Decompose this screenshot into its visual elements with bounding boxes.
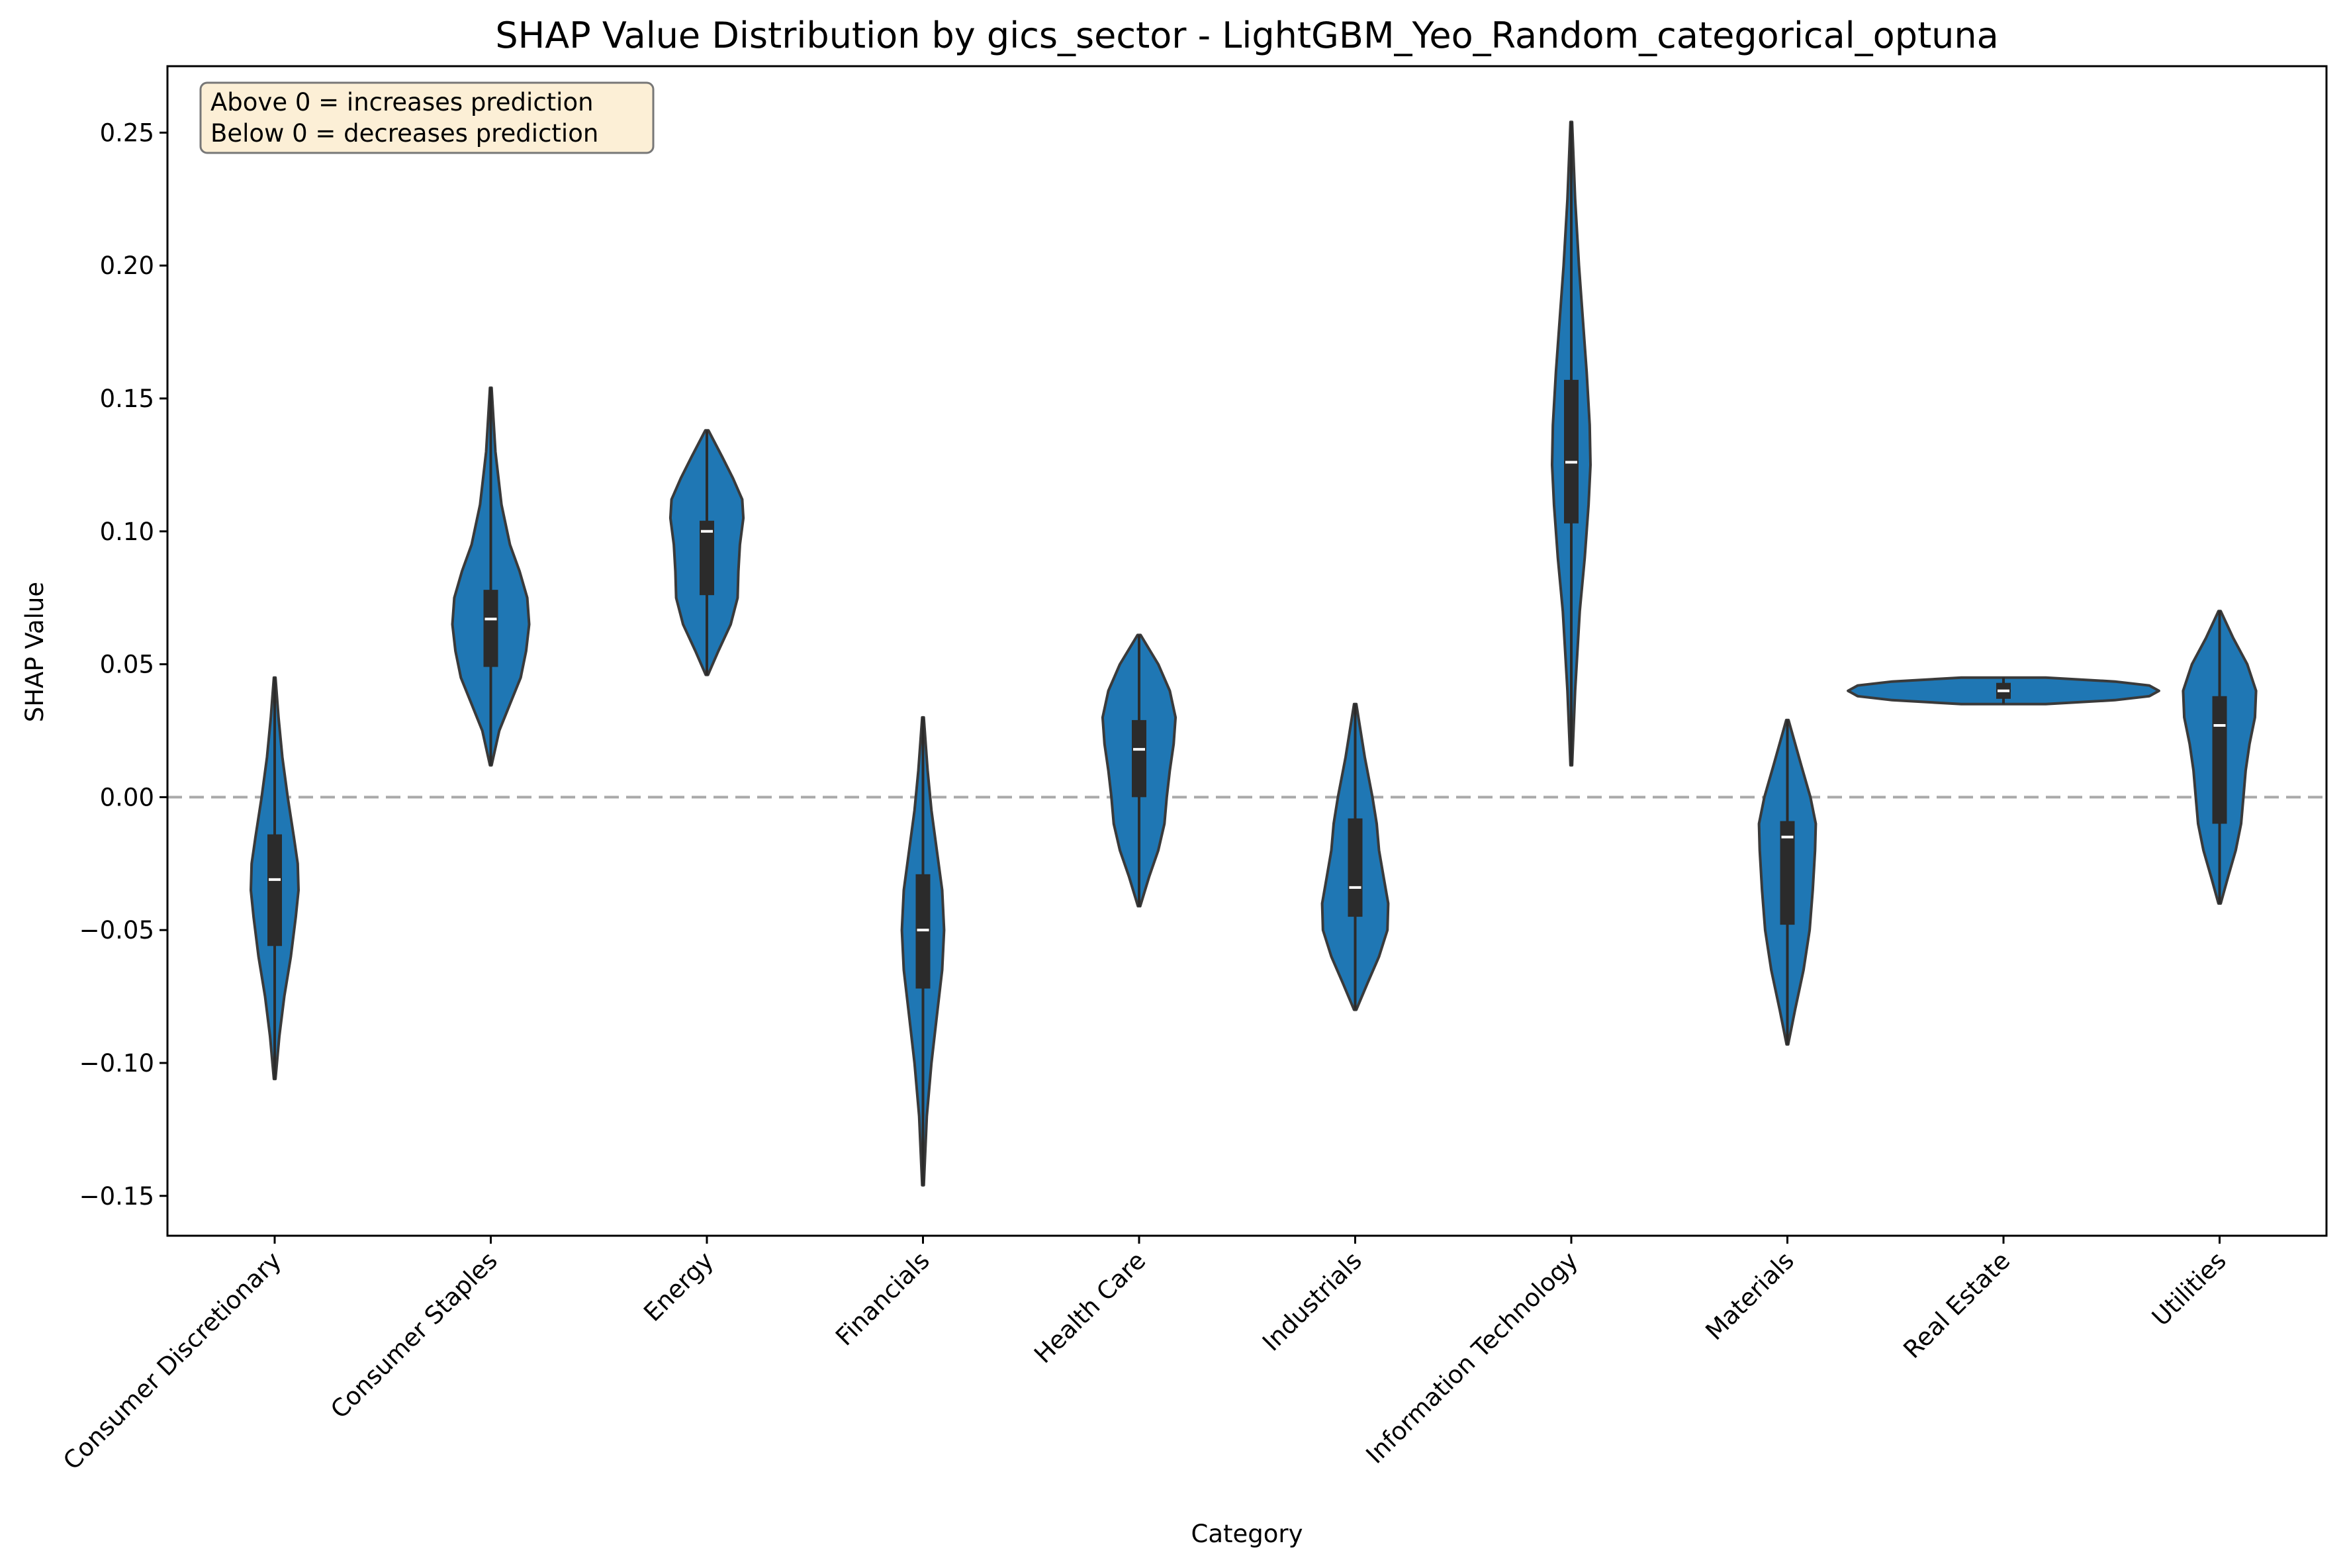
y-tick-label: 0.25	[100, 118, 154, 147]
y-tick-label: −0.10	[79, 1049, 154, 1078]
y-tick-label: 0.15	[100, 385, 154, 413]
violin-iqr-box	[1780, 821, 1795, 925]
violin-iqr-box	[915, 874, 931, 989]
y-axis-label: SHAP Value	[21, 582, 49, 722]
y-tick-label: −0.15	[79, 1182, 154, 1211]
plot-area	[167, 120, 2326, 1187]
y-axis: −0.15 −0.10 −0.05 0.00 0.05 0.10 0.15 0.20 0.25	[79, 118, 167, 1211]
chart-title: SHAP Value Distribution by gics_sector -…	[495, 15, 1998, 56]
violin-iqr-box	[1348, 818, 1363, 917]
violin-iqr-box	[2212, 696, 2227, 824]
x-axis-label: Category	[1191, 1520, 1303, 1548]
y-tick-label: 0.05	[100, 651, 154, 679]
annotation-line-1: Above 0 = increases prediction	[210, 88, 594, 116]
violin-iqr-box	[700, 520, 714, 596]
y-tick-label: 0.00	[100, 783, 154, 811]
annotation-line-2: Below 0 = decreases prediction	[210, 119, 598, 148]
annotation-background	[199, 81, 655, 154]
violin-iqr-box	[1564, 379, 1579, 524]
violin-iqr-box	[267, 834, 282, 946]
y-tick-label: −0.05	[79, 916, 154, 945]
plot-frame	[166, 65, 2328, 1237]
y-tick-label: 0.20	[100, 252, 154, 280]
violin-iqr-box	[483, 590, 498, 667]
violin-iqr-box	[1132, 719, 1146, 798]
y-tick-label: 0.10	[100, 518, 154, 546]
annotation-box: Above 0 = increases prediction Below 0 =…	[199, 81, 655, 154]
